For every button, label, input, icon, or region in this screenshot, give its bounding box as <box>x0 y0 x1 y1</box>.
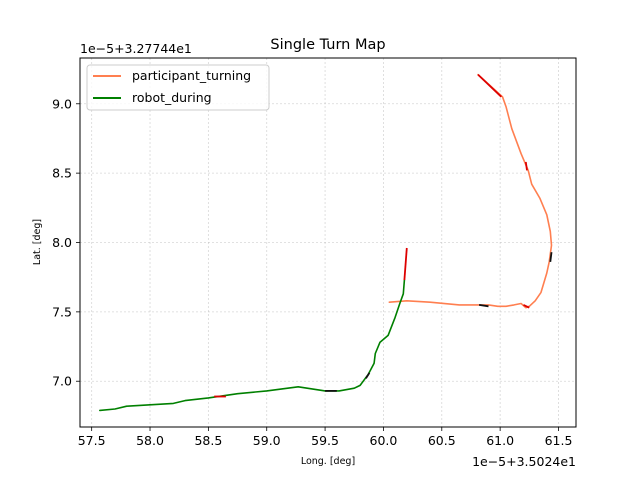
legend-label-robot-during: robot_during <box>132 90 212 105</box>
y-tick-label: 9.0 <box>52 96 72 111</box>
x-tick-label: 59.5 <box>311 433 339 448</box>
highlight-segment <box>365 372 371 379</box>
highlight-segment <box>523 304 530 309</box>
x-tick-label: 57.5 <box>78 433 106 448</box>
y-axis-ticks: 7.0 7.5 8.0 8.5 9.0 <box>52 96 80 389</box>
series-line-robot-during <box>99 279 406 412</box>
x-tick-label: 61.0 <box>486 433 514 448</box>
legend-label-participant-turning: participant_turning <box>132 68 251 83</box>
highlight-layer <box>214 73 553 398</box>
x-tick-label: 58.0 <box>136 433 164 448</box>
highlight-segment <box>477 73 502 98</box>
y-offset-label: 1e−5+3.27744e1 <box>80 41 192 56</box>
highlight-segment <box>403 247 408 281</box>
x-offset-label: 1e−5+3.5024e1 <box>472 454 576 469</box>
y-tick-label: 7.5 <box>52 304 72 319</box>
x-tick-label: 60.0 <box>370 433 398 448</box>
y-tick-label: 8.0 <box>52 235 72 250</box>
x-tick-label: 60.5 <box>428 433 456 448</box>
legend-box <box>86 64 270 111</box>
x-tick-label: 59.0 <box>253 433 281 448</box>
highlight-segment <box>549 252 553 263</box>
x-axis-label: Long. [deg] <box>301 456 355 467</box>
y-tick-label: 8.5 <box>52 166 72 181</box>
chart-title: Single Turn Map <box>270 37 385 53</box>
grid <box>80 58 576 427</box>
y-tick-label: 7.0 <box>52 374 72 389</box>
x-tick-label: 58.5 <box>194 433 222 448</box>
y-axis-label: Lat. [deg] <box>32 219 43 265</box>
series-layer <box>99 73 553 412</box>
legend: participant_turning robot_during <box>86 64 270 111</box>
series-line-participant-turning <box>388 73 553 309</box>
x-tick-label: 61.5 <box>545 433 573 448</box>
highlight-segment <box>524 161 528 171</box>
x-axis-ticks: 57.5 58.0 58.5 59.0 59.5 60.0 60.5 61.0 61.5 <box>78 427 573 448</box>
highlight-segment <box>478 304 489 308</box>
